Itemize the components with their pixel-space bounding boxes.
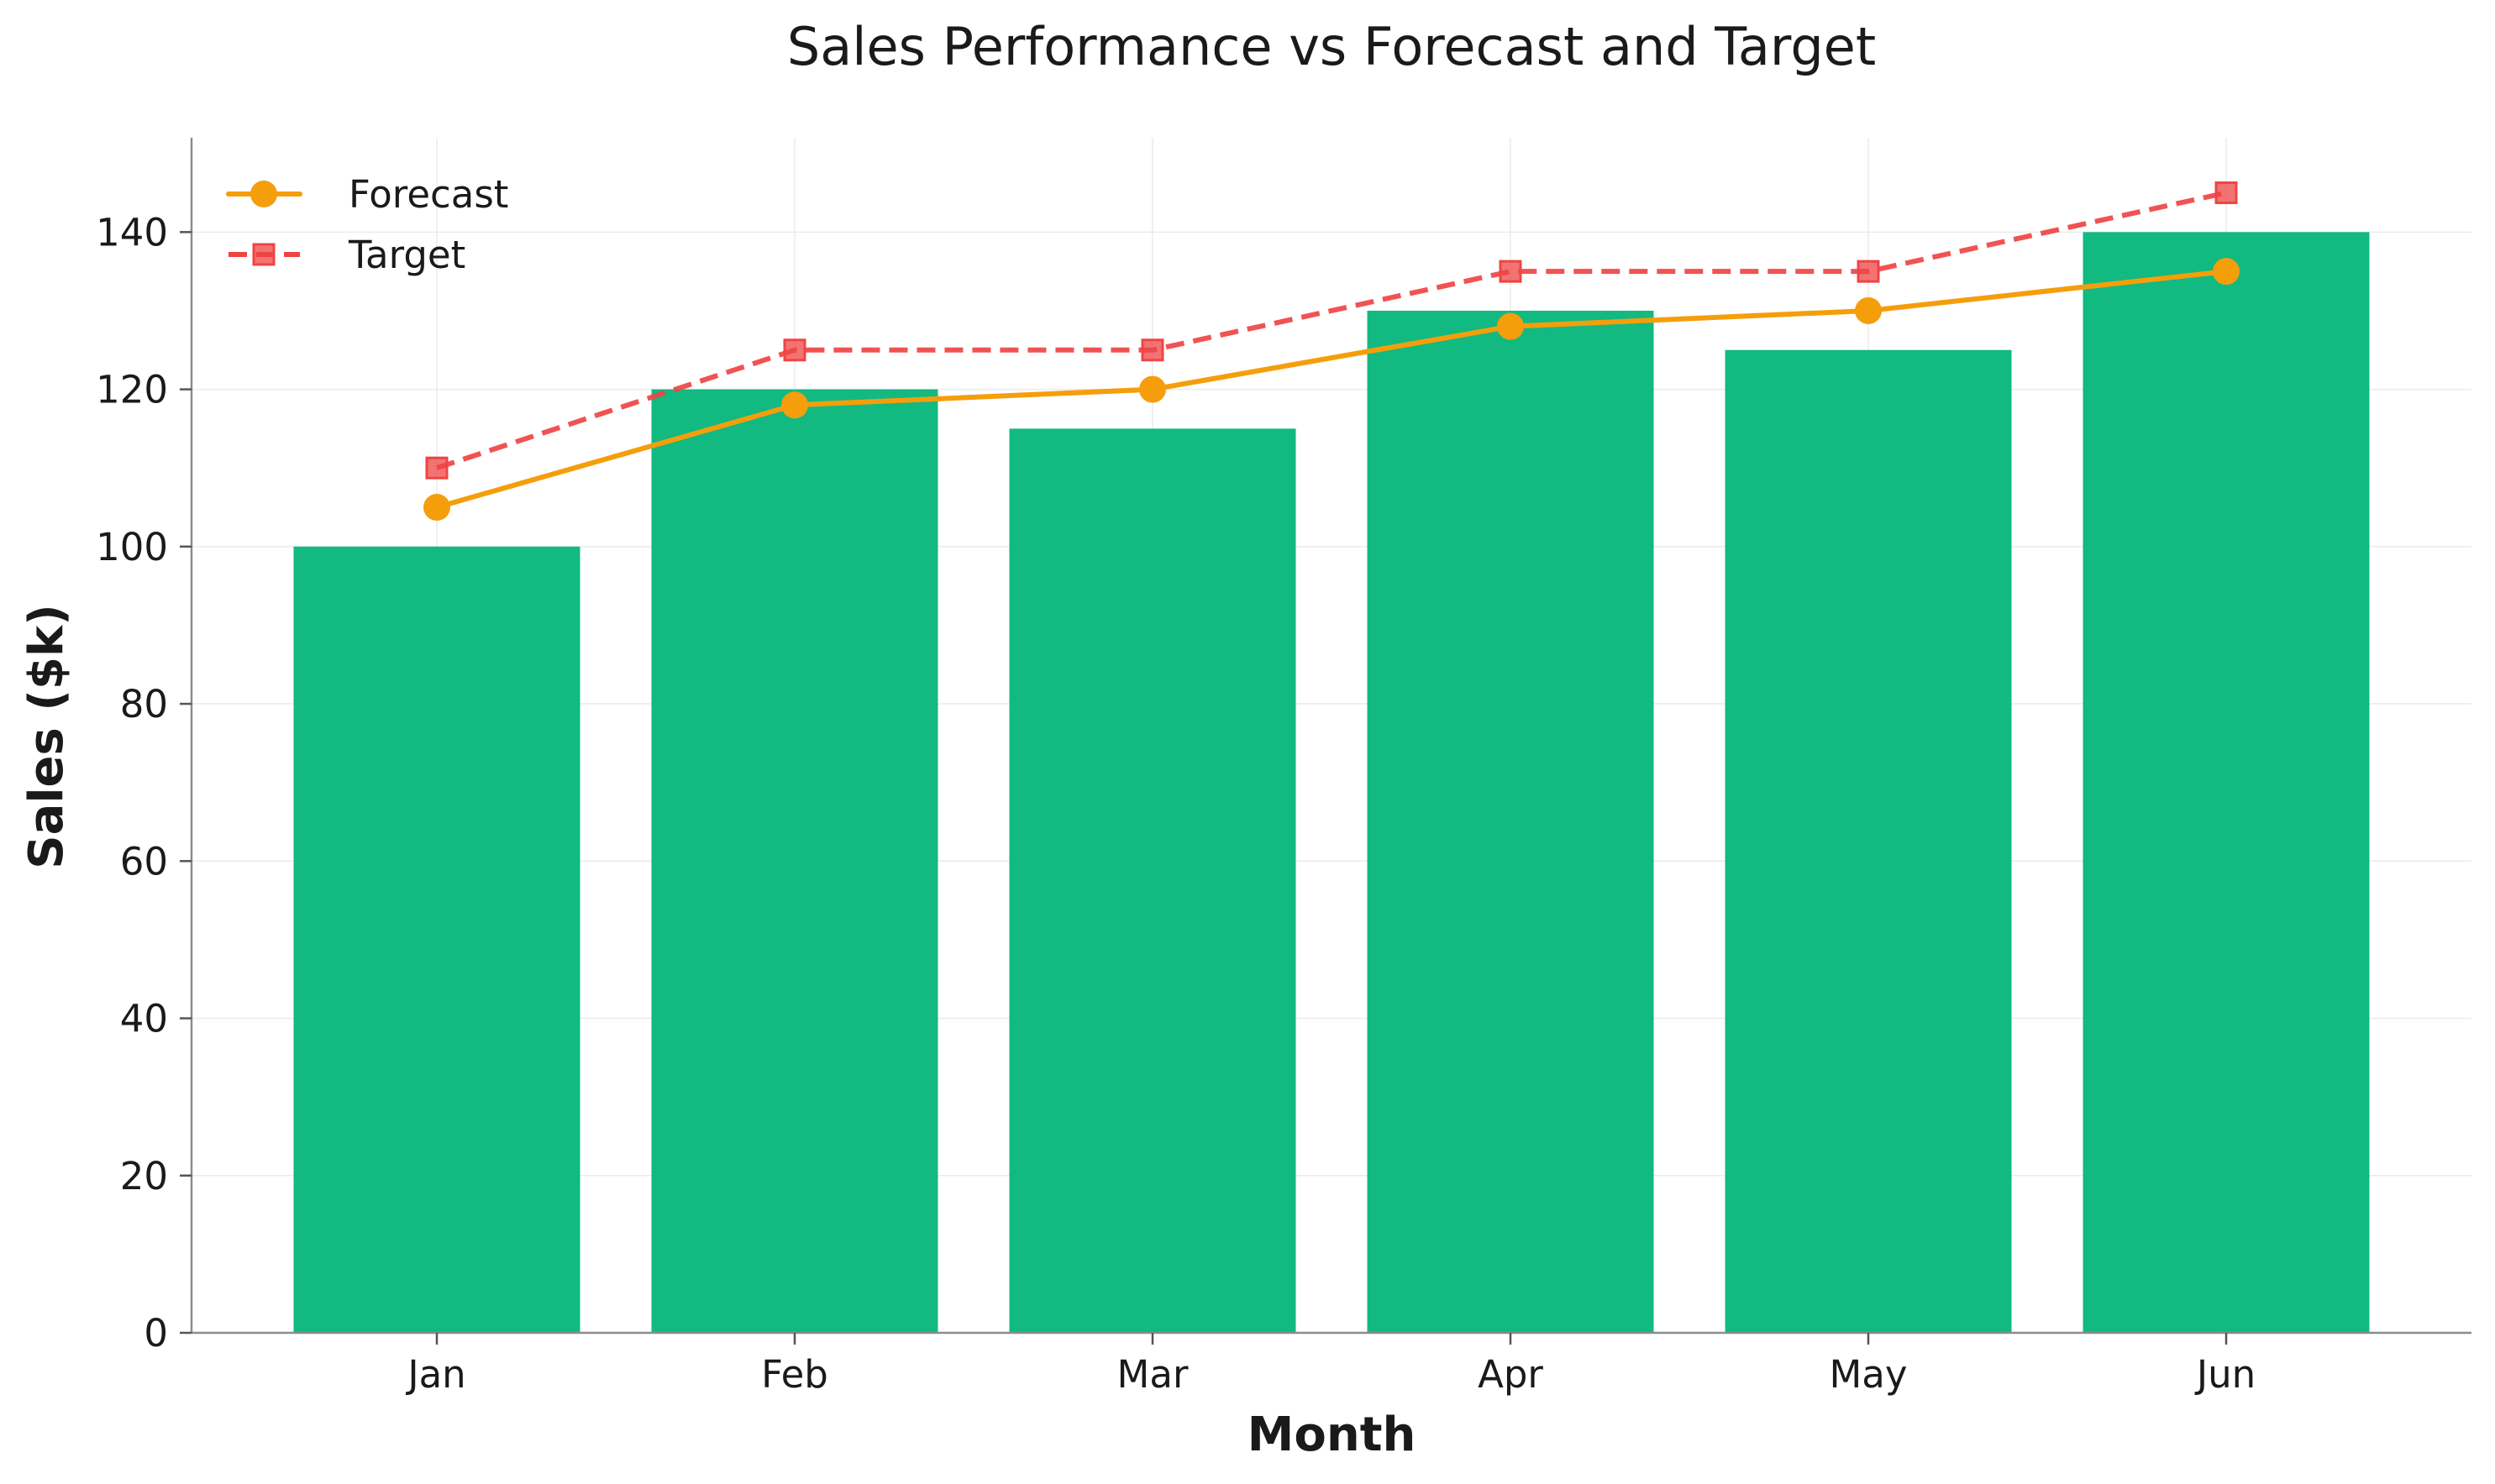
bar-may [1725,349,2012,1333]
forecast-point-may [1855,296,1882,324]
y-tick-label: 20 [120,1154,168,1198]
bar-jun [2083,232,2370,1334]
forecast-point-feb [781,391,808,419]
x-tick-label: Apr [1478,1352,1543,1397]
y-tick-label: 100 [96,525,168,569]
y-tick-label: 0 [144,1311,168,1356]
x-tick-label: Feb [761,1352,828,1397]
target-point-jun [2214,181,2238,205]
y-tick-label: 40 [120,997,168,1041]
forecast-point-jun [2213,258,2240,286]
x-axis-label: Month [1248,1408,1416,1462]
legend-target-marker [252,243,276,266]
target-point-may [1857,260,1880,283]
legend-forecast-label: Forecast [349,172,508,217]
bar-jan [293,546,580,1333]
y-tick-label: 60 [120,839,168,884]
lines-layer [423,181,2240,522]
forecast-point-apr [1497,312,1524,340]
legend-target-label: Target [348,233,465,277]
x-tick-label: Mar [1117,1352,1189,1397]
target-point-mar [1141,338,1164,362]
x-tick-label: Jun [2194,1352,2256,1397]
target-point-jan [425,456,449,480]
x-tick-label: May [1829,1352,1907,1397]
bars-layer [293,232,2370,1334]
ticks-layer: 0 20 40 60 80 100 120 140 Jan Feb Mar Apr May Jun [96,210,2256,1397]
axes-layer [190,138,2471,1335]
bar-mar [1009,428,1296,1333]
forecast-point-jan [423,494,450,522]
bar-feb [651,389,938,1333]
chart-title: Sales Performance vs Forecast and Target [787,16,1876,77]
y-tick-label: 80 [120,682,168,726]
target-point-apr [1499,260,1522,283]
y-tick-label: 120 [96,368,168,412]
forecast-point-mar [1139,375,1166,403]
bar-apr [1367,310,1654,1333]
target-point-feb [783,338,806,362]
y-axis-label: Sales ($k) [19,604,74,869]
y-tick-label: 140 [96,210,168,254]
x-tick-label: Jan [405,1352,465,1397]
legend: Forecast Target [226,172,508,277]
target-line [436,190,2227,471]
forecast-line [434,269,2229,511]
legend-forecast-marker [250,181,277,207]
